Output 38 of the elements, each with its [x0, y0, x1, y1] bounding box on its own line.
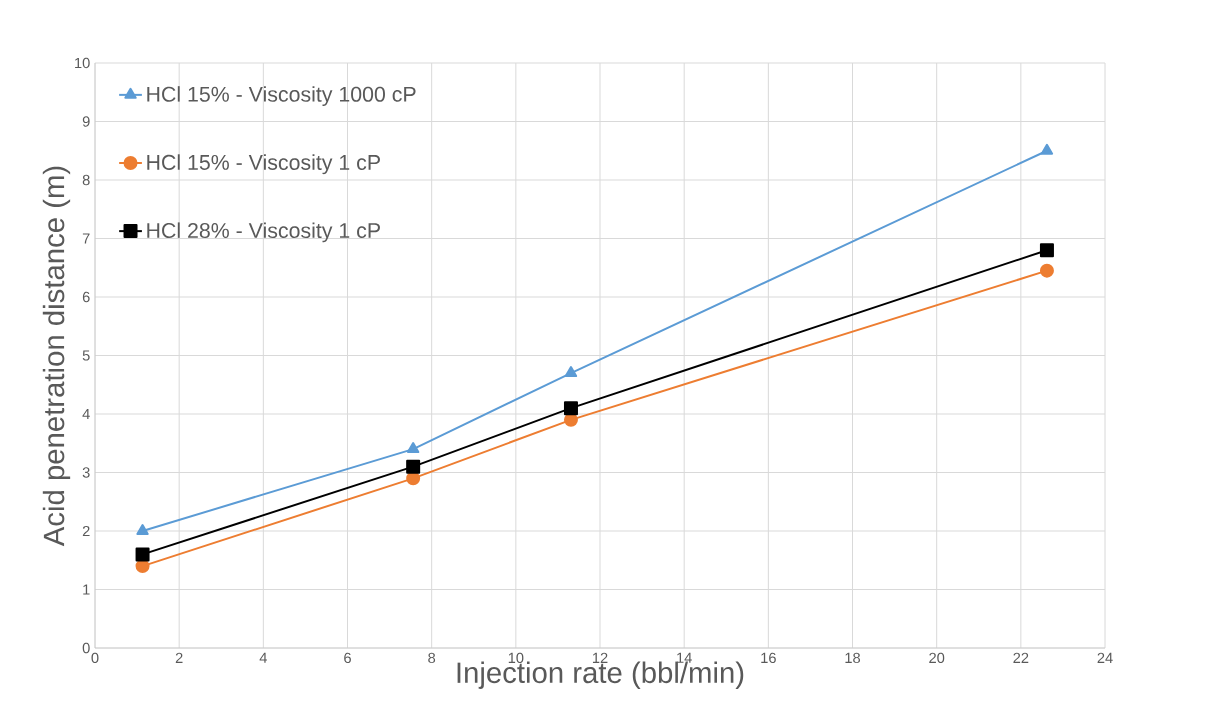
legend-label: HCl 15% - Viscosity 1 cP: [147, 154, 380, 175]
x-tick-label: 24: [1097, 652, 1113, 663]
x-tick-label: 12: [592, 652, 608, 663]
legend-label: HCl 15% - Viscosity 1000 cP: [147, 86, 416, 107]
y-tick-label: 9: [82, 116, 90, 127]
x-tick-label: 0: [91, 652, 99, 664]
y-axis-title: Acid penetration distance (m): [42, 166, 71, 547]
y-tick-label: 5: [82, 350, 90, 361]
y-tick-label: 8: [82, 174, 90, 186]
x-tick-label: 2: [175, 652, 183, 663]
point: [406, 459, 421, 474]
y-tick-label: 7: [82, 233, 90, 244]
x-tick-label: 22: [1013, 652, 1029, 663]
y-tick-label: 3: [82, 467, 90, 478]
y-tick-label: 1: [83, 584, 90, 595]
y-tick-label: 10: [75, 57, 90, 69]
point: [406, 442, 420, 454]
point: [135, 559, 150, 574]
point: [135, 547, 150, 562]
y-tick-label: 4: [82, 408, 90, 420]
point: [564, 366, 578, 378]
y-tick-label: 0: [82, 642, 90, 654]
x-tick-label: 18: [845, 652, 861, 664]
y-tick-label: 2: [82, 525, 90, 537]
x-tick-label: 20: [929, 652, 945, 664]
point: [563, 401, 578, 416]
x-tick-label: 8: [428, 652, 436, 664]
legend-label: HCl 28% - Viscosity 1 cP: [147, 222, 380, 243]
y-tick-label: 6: [82, 291, 90, 303]
point: [1039, 243, 1054, 258]
x-tick-label: 10: [508, 652, 524, 664]
x-tick-label: 16: [761, 652, 776, 664]
x-tick-label: 6: [344, 652, 351, 664]
point: [1039, 263, 1054, 278]
point: [1040, 143, 1054, 155]
x-tick-label: 14: [677, 652, 692, 663]
x-tick-label: 4: [259, 652, 267, 663]
point: [136, 524, 149, 535]
